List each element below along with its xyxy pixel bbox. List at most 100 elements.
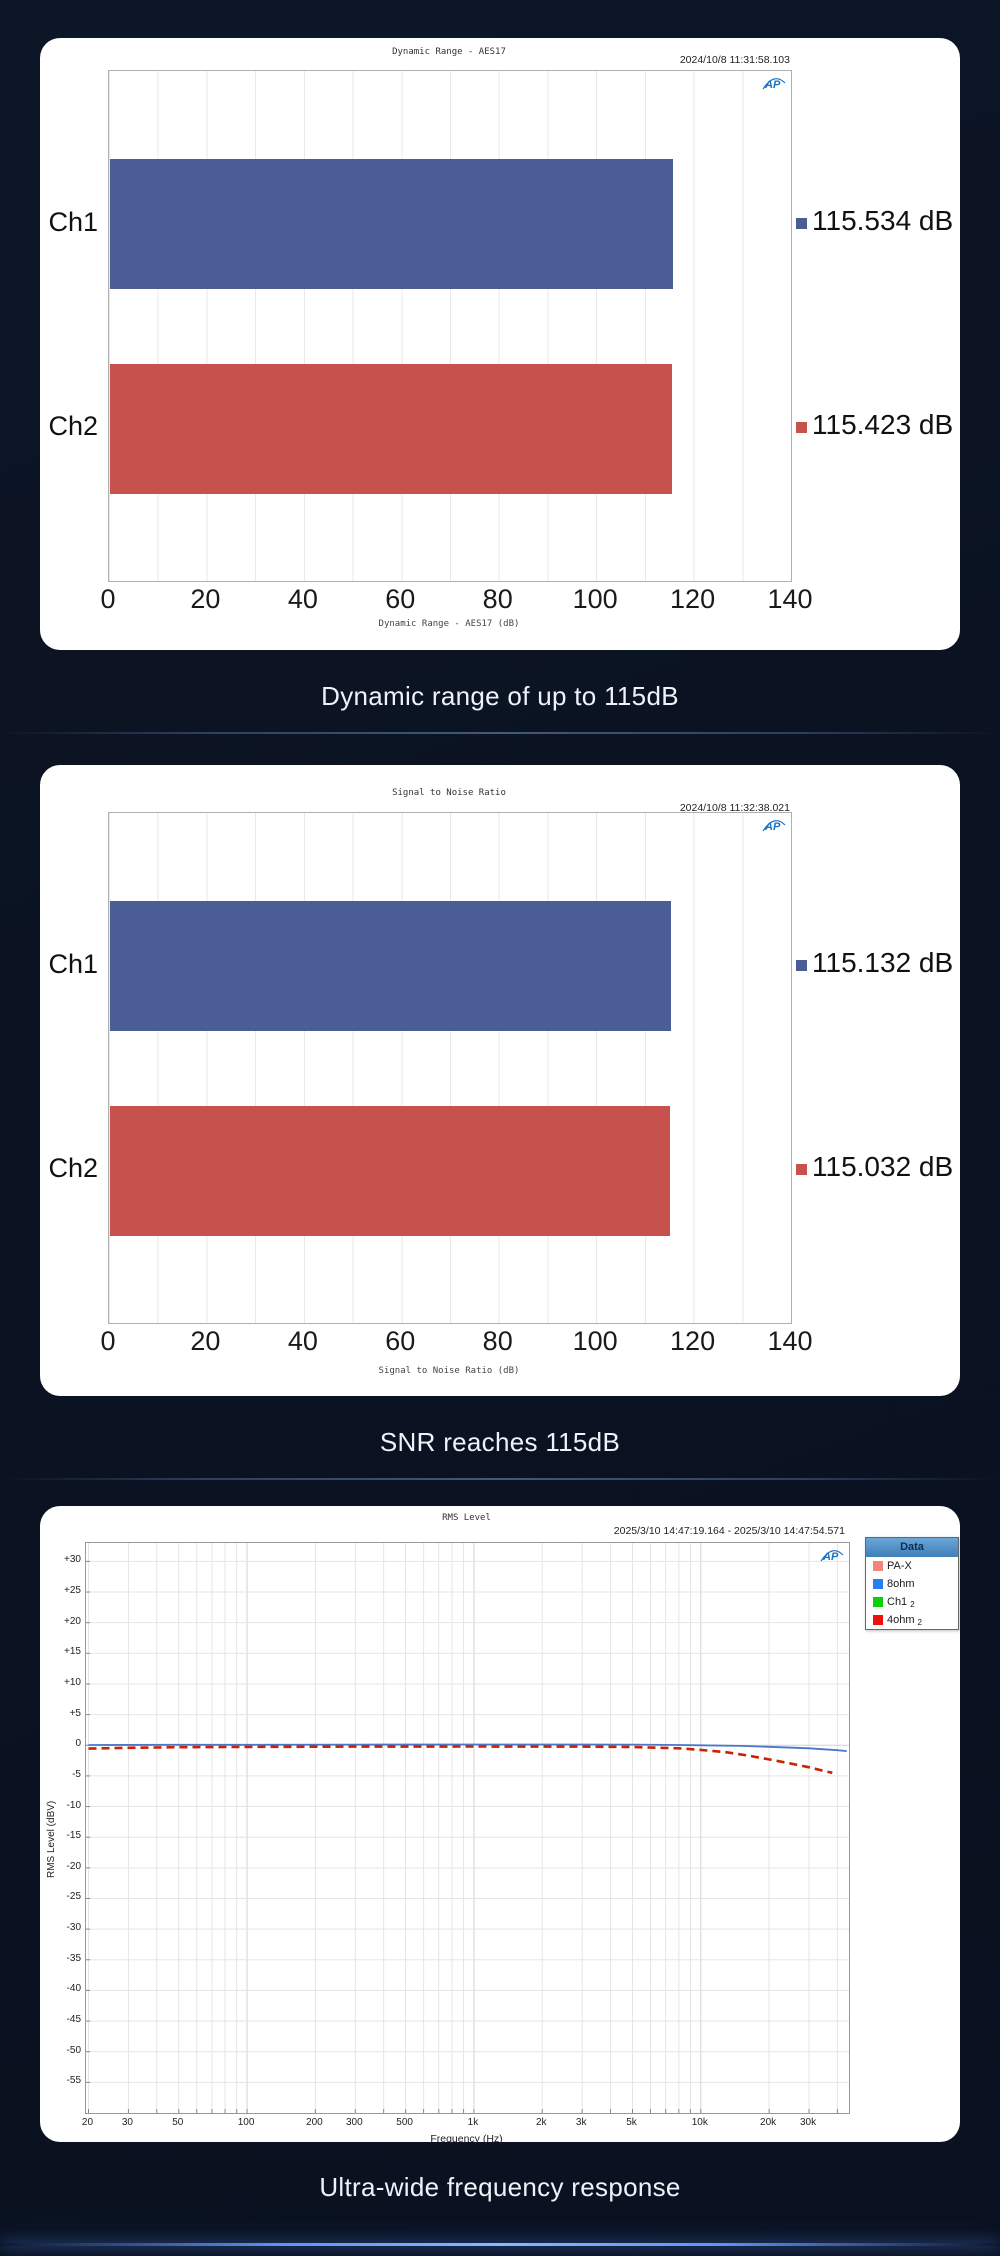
legend-entry-8ohm: 8ohm [866, 1575, 958, 1593]
line-plot-area: AP [85, 1542, 850, 2114]
value-label-ch1: 115.132 dB [812, 947, 954, 978]
y-tick-label: +20 [64, 1615, 81, 1627]
legend-entry-ch1: Ch1 2 [866, 1593, 958, 1611]
value-label-ch2: 115.032 dB [812, 1151, 954, 1182]
rms-level-chart-card: RMS Level 2025/3/10 14:47:19.164 - 2025/… [40, 1506, 960, 2145]
bar-ch2 [110, 1106, 671, 1236]
x-tick-label: 50 [172, 2117, 184, 2128]
x-tick-label: 10k [691, 2117, 708, 2128]
ap-logo-icon: AP [761, 75, 787, 93]
x-tick-label: 30k [799, 2117, 817, 2128]
x-tick-label: 60 [385, 584, 416, 614]
y-tick-label: 0 [75, 1738, 81, 1750]
category-label-ch1: Ch1 [48, 949, 98, 979]
svg-text:AP: AP [764, 79, 781, 91]
x-tick-label: 140 [767, 584, 813, 614]
caption-dynamic-range: Dynamic range of up to 115dB [321, 681, 679, 711]
x-tick-label: 20 [81, 2117, 94, 2128]
x-axis-title: Signal to Noise Ratio (dB) [378, 1366, 520, 1376]
x-tick-label: 140 [767, 1326, 813, 1356]
svg-text:AP: AP [822, 1551, 839, 1563]
bar-ch1 [110, 159, 673, 289]
x-tick-label: 20 [190, 584, 221, 614]
legend-title: Data [866, 1538, 958, 1557]
grid-and-curves [86, 1543, 849, 2113]
x-axis-title: Dynamic Range - AES17 (dB) [378, 619, 520, 629]
y-tick-label: -25 [66, 1891, 81, 1903]
legend-marker-ch2 [796, 422, 807, 433]
x-tick-label: 1k [467, 2117, 479, 2128]
chart-timestamp: 2024/10/8 11:32:38.021 [679, 802, 790, 814]
category-label-ch2: Ch2 [48, 1153, 98, 1183]
y-tick-label: +25 [64, 1585, 81, 1597]
x-tick-label: 120 [670, 584, 716, 614]
x-tick-label: 2k [535, 2117, 547, 2128]
y-tick-label: -20 [66, 1860, 81, 1872]
x-tick-label: 20 [190, 1326, 221, 1356]
chart-title: Dynamic Range - AES17 [392, 47, 506, 57]
divider-line [0, 732, 1000, 734]
x-tick-label: 100 [572, 1326, 618, 1356]
x-tick-label: 500 [396, 2117, 413, 2128]
x-tick-label: 60 [385, 1326, 416, 1356]
x-tick-label: 100 [237, 2117, 255, 2128]
legend-color-swatch [873, 1615, 883, 1625]
legend-entry-4ohm: 4ohm 2 [866, 1611, 958, 1629]
ap-logo-icon: AP [761, 817, 787, 835]
x-tick-label: 100 [572, 584, 618, 614]
divider-line-bright [0, 2243, 1000, 2246]
caption-snr: SNR reaches 115dB [379, 1427, 621, 1457]
y-tick-label: -55 [66, 2075, 81, 2087]
y-tick-label: +30 [64, 1554, 81, 1566]
svg-text:AP: AP [764, 821, 781, 833]
x-axis-title: Frequency (Hz) [430, 2133, 503, 2145]
x-tick-label: 80 [482, 584, 513, 614]
bar-plot-area: AP [108, 70, 792, 582]
y-tick-label: -50 [66, 2044, 81, 2056]
y-tick-label: -5 [72, 1768, 81, 1780]
y-tick-label: +10 [64, 1676, 81, 1688]
bar-ch2 [110, 364, 673, 494]
x-tick-label: 30 [121, 2117, 133, 2128]
y-tick-label: -30 [66, 1922, 81, 1934]
x-tick-label: 5k [626, 2117, 637, 2128]
x-tick-label: 3k [575, 2117, 587, 2128]
y-tick-label: -45 [66, 2014, 81, 2026]
value-label-ch2: 115.423 dB [812, 409, 954, 440]
y-tick-label: +5 [69, 1707, 81, 1719]
value-label-ch1: 115.534 dB [812, 205, 954, 236]
legend-color-swatch [873, 1561, 883, 1571]
category-label-ch2: Ch2 [48, 411, 98, 441]
x-tick-label: 0 [100, 1326, 116, 1356]
x-tick-label: 20k [760, 2117, 777, 2128]
chart-timestamp: 2024/10/8 11:31:58.103 [679, 54, 790, 66]
x-tick-label: 120 [670, 1326, 716, 1356]
category-label-ch1: Ch1 [48, 207, 98, 237]
x-tick-label: 300 [345, 2117, 363, 2128]
x-tick-label: 200 [306, 2117, 323, 2128]
y-tick-label: -15 [66, 1830, 81, 1842]
ap-logo-icon: AP [819, 1547, 845, 1565]
caption-frequency-response: Ultra-wide frequency response [319, 2172, 681, 2202]
series-4ohm [88, 1745, 833, 1775]
bar-plot-area: AP [108, 812, 792, 1324]
bar-ch1 [110, 901, 671, 1031]
y-tick-label: +15 [64, 1646, 81, 1658]
y-tick-label: -40 [66, 1983, 81, 1995]
chart-title: Signal to Noise Ratio [392, 788, 506, 798]
legend-color-swatch [873, 1579, 883, 1589]
legend-color-swatch [873, 1597, 883, 1607]
legend-entry-pa-x: PA-X [866, 1557, 958, 1575]
snr-chart-card: Signal to Noise Ratio 2024/10/8 11:32:38… [40, 765, 960, 1396]
x-tick-label: 40 [287, 584, 318, 614]
x-tick-label: 80 [482, 1326, 513, 1356]
legend-box: Data PA-X 8ohm Ch1 2 4ohm 2 [865, 1537, 959, 1630]
x-tick-label: 0 [100, 584, 116, 614]
legend-marker-ch2 [796, 1164, 807, 1175]
legend-marker-ch1 [796, 218, 807, 229]
legend-marker-ch1 [796, 960, 807, 971]
divider-line [0, 1478, 1000, 1480]
chart-title: RMS Level [442, 1513, 491, 1523]
chart-timestamp: 2025/3/10 14:47:19.164 - 2025/3/10 14:47… [613, 1525, 845, 1537]
